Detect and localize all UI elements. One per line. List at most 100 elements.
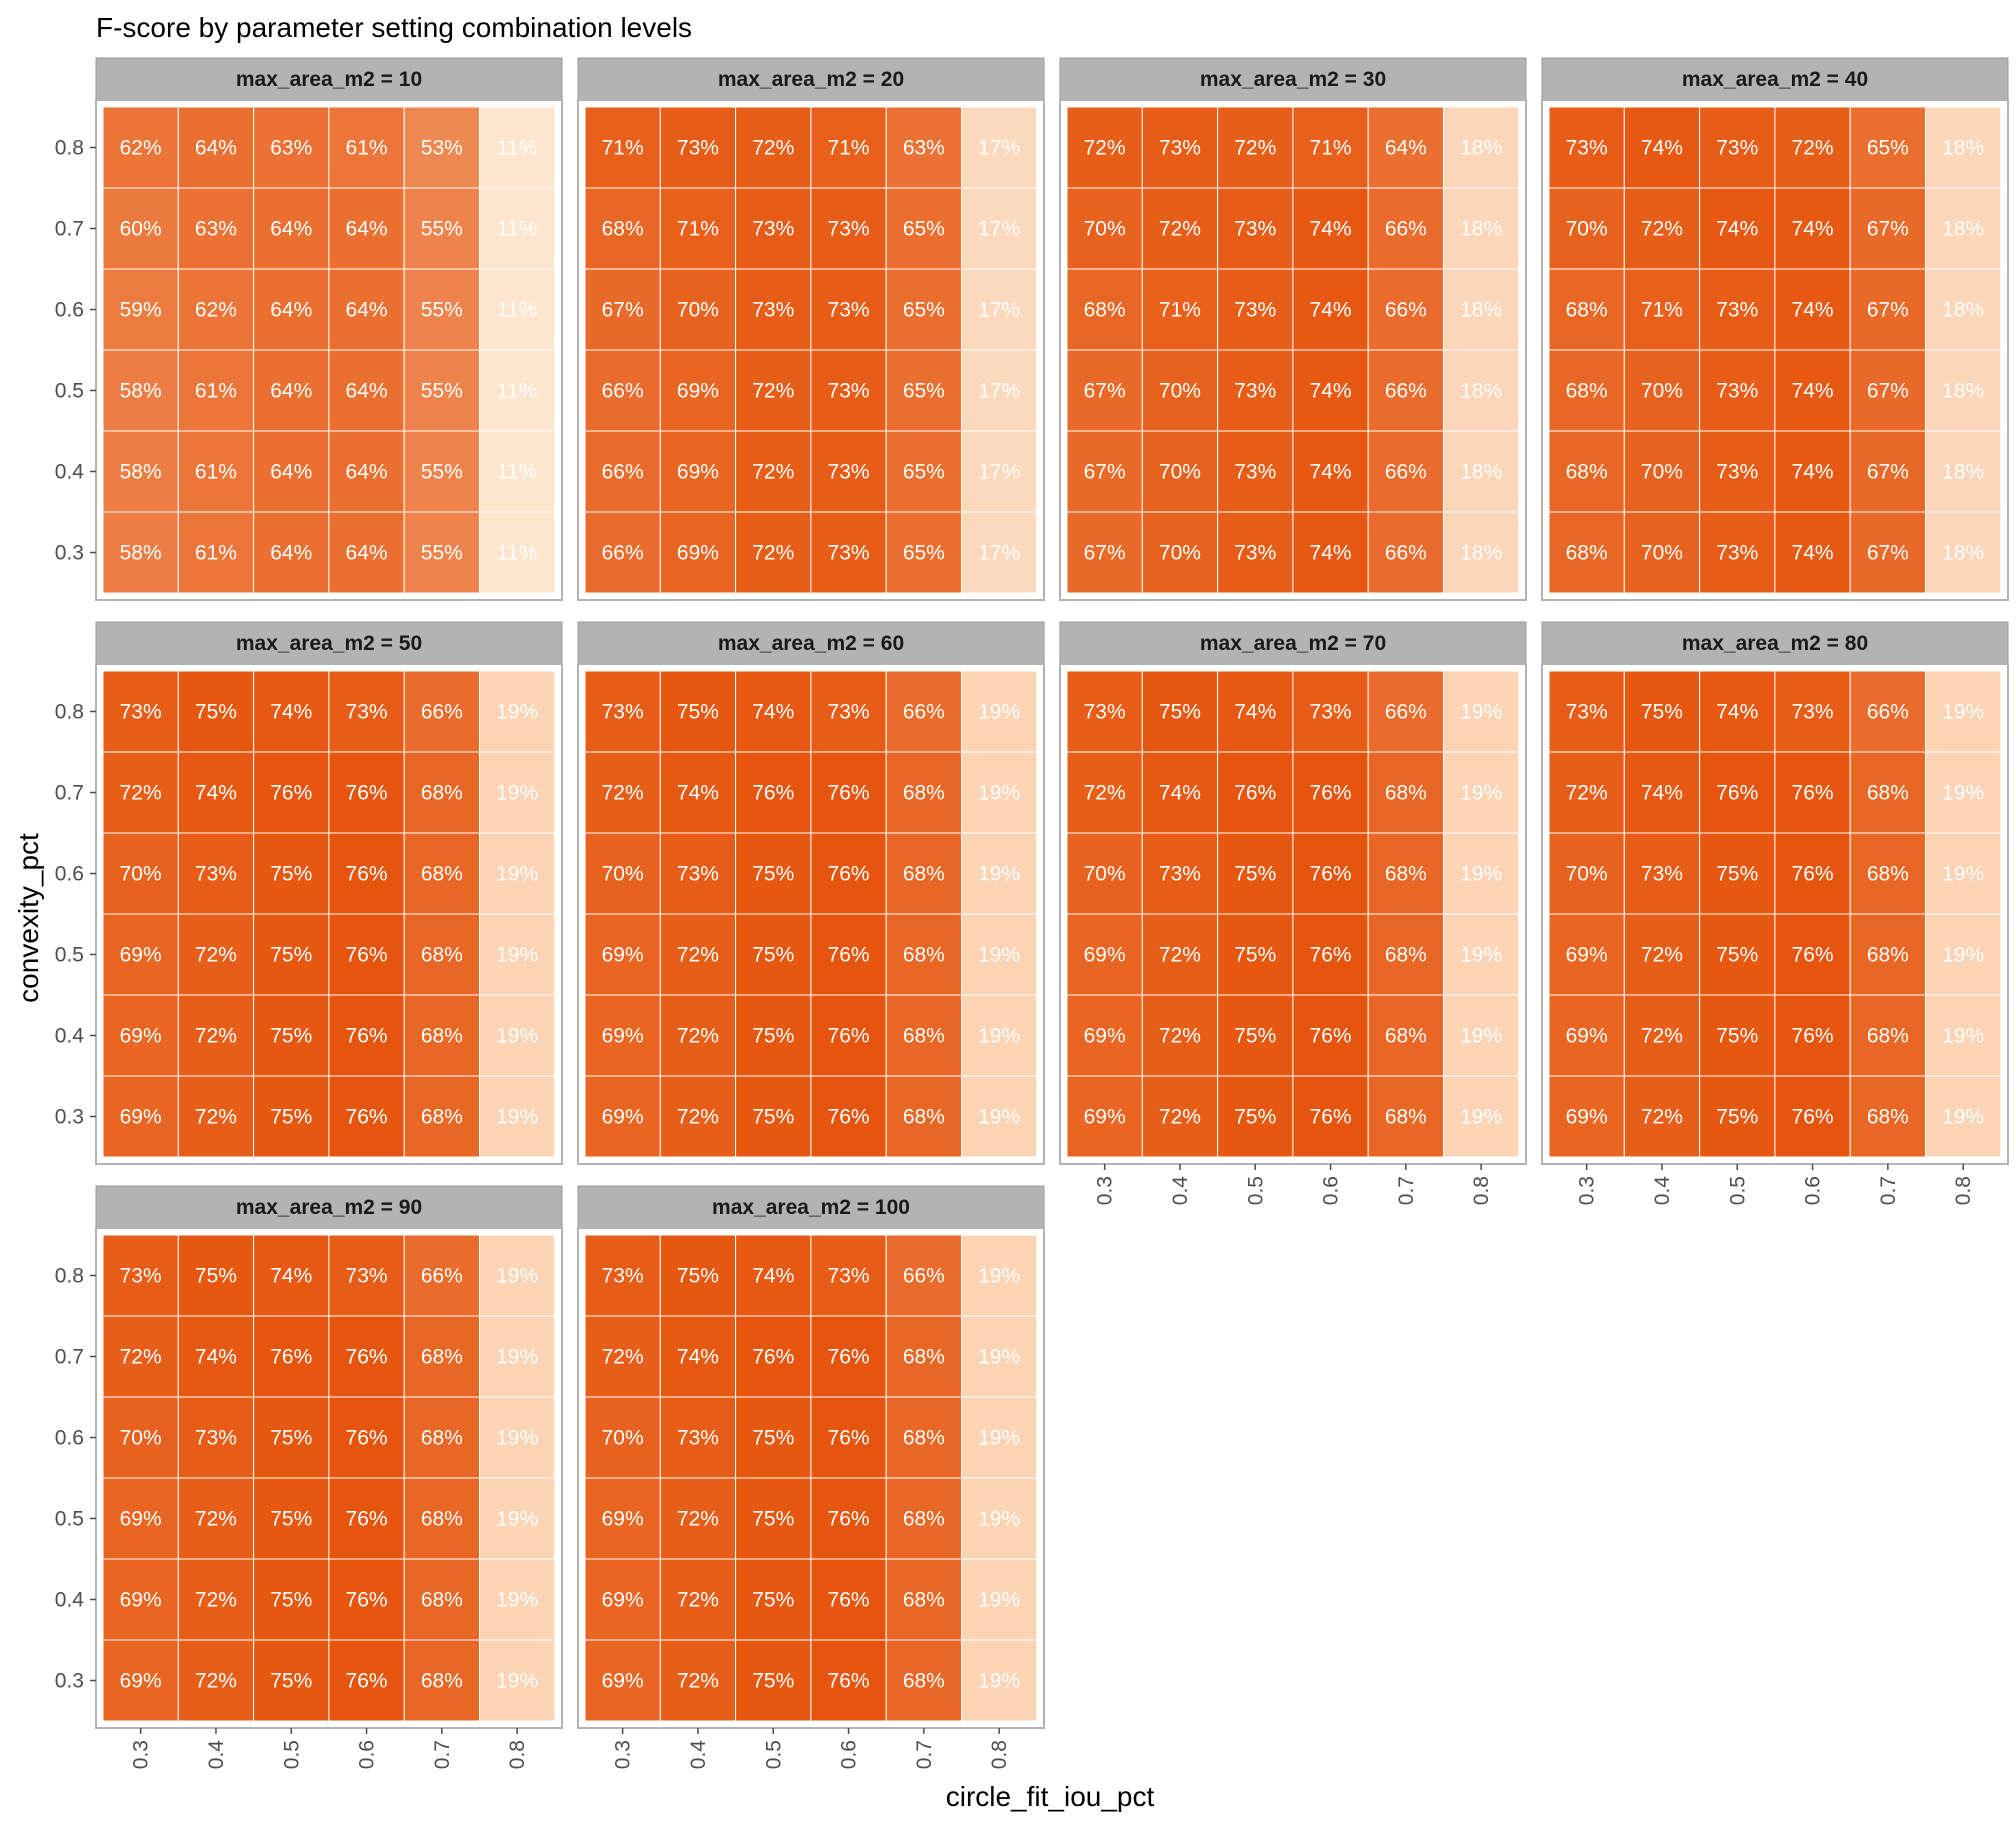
heatmap-tile [961, 1234, 1038, 1317]
heatmap-tile [1443, 349, 1520, 432]
facet-strip-label: max_area_m2 = 40 [1682, 68, 1868, 91]
heatmap-tile [253, 430, 330, 513]
tile-value-label: 76% [346, 1427, 388, 1450]
heatmap-tile [885, 1396, 963, 1479]
tile-value-label: 59% [120, 299, 162, 322]
facet-strip-label: max_area_m2 = 60 [718, 632, 904, 655]
heatmap-tile [1849, 751, 1926, 834]
tile-value-label: 19% [1942, 782, 1984, 805]
heatmap-tile [961, 751, 1038, 834]
tile-value-label: 76% [346, 863, 388, 886]
heatmap-tile [1774, 994, 1851, 1077]
tile-value-label: 18% [1460, 542, 1502, 565]
tile-value-label: 70% [1159, 380, 1201, 403]
tile-value-label: 73% [1716, 299, 1758, 322]
x-tick-label: 0.8 [506, 1740, 529, 1769]
x-tick-label: 0.6 [1320, 1176, 1343, 1205]
heatmap-tile [735, 349, 812, 432]
tile-value-label: 64% [1385, 137, 1427, 160]
tile-value-label: 58% [120, 380, 162, 403]
heatmap-tile [1548, 1075, 1625, 1158]
tile-value-label: 72% [1159, 218, 1201, 241]
tile-value-label: 72% [677, 944, 719, 967]
tile-value-label: 72% [195, 1589, 237, 1612]
tile-value-label: 62% [120, 137, 162, 160]
heatmap-tile [961, 268, 1038, 351]
tile-value-label: 73% [1716, 137, 1758, 160]
tile-value-label: 70% [120, 1427, 162, 1450]
tile-value-label: 58% [120, 542, 162, 565]
tile-value-label: 75% [195, 1265, 237, 1288]
tile-value-label: 73% [602, 1265, 644, 1288]
heatmap-tile [403, 268, 481, 351]
heatmap-tile [177, 268, 255, 351]
tile-value-label: 18% [1942, 380, 1984, 403]
x-tick-label: 0.5 [1726, 1176, 1749, 1205]
tile-value-label: 76% [1310, 944, 1352, 967]
chart-title: F-score by parameter setting combination… [96, 12, 692, 43]
heatmap-tile [1849, 268, 1926, 351]
heatmap-tile [1367, 430, 1444, 513]
tile-value-label: 69% [677, 461, 719, 484]
y-tick-label: 0.4 [55, 461, 85, 484]
heatmap-tile [1548, 268, 1625, 351]
heatmap-tile [177, 1477, 255, 1560]
heatmap-tile [1699, 187, 1776, 270]
tile-value-label: 18% [1460, 299, 1502, 322]
facet-strip [577, 1185, 1045, 1229]
heatmap-tile [810, 1396, 887, 1479]
tile-value-label: 68% [1566, 299, 1608, 322]
heatmap-tile [1217, 106, 1294, 189]
x-tick-label: 0.5 [280, 1740, 303, 1769]
heatmap-tile [659, 268, 737, 351]
tile-value-label: 72% [1641, 218, 1683, 241]
tile-value-label: 73% [677, 137, 719, 160]
heatmap-tile [1066, 913, 1143, 996]
tile-value-label: 69% [120, 1508, 162, 1531]
heatmap-tile [659, 670, 737, 753]
tile-value-label: 76% [752, 782, 794, 805]
tile-value-label: 71% [677, 218, 719, 241]
heatmap-tile [735, 1075, 812, 1158]
heatmap-tile [735, 832, 812, 915]
tile-value-label: 74% [1310, 380, 1352, 403]
tile-value-label: 75% [270, 1025, 312, 1048]
heatmap-tile [735, 1639, 812, 1722]
tile-value-label: 70% [1641, 380, 1683, 403]
tile-value-label: 68% [421, 782, 463, 805]
heatmap-tile [177, 106, 255, 189]
tile-value-label: 69% [602, 944, 644, 967]
tile-value-label: 19% [1942, 863, 1984, 886]
tile-value-label: 55% [421, 218, 463, 241]
heatmap-tile [177, 1075, 255, 1158]
heatmap-tile [659, 430, 737, 513]
heatmap-tile [1699, 106, 1776, 189]
tile-value-label: 66% [1385, 542, 1427, 565]
tile-value-label: 64% [346, 380, 388, 403]
heatmap-tile [403, 832, 481, 915]
heatmap-tile [102, 1477, 179, 1560]
y-tick-label: 0.4 [55, 1589, 85, 1612]
tile-value-label: 64% [270, 380, 312, 403]
tile-value-label: 69% [120, 1106, 162, 1129]
tile-value-label: 68% [1385, 1106, 1427, 1129]
tile-value-label: 74% [1310, 542, 1352, 565]
heatmap-tile [885, 106, 963, 189]
tile-value-label: 11% [497, 218, 537, 241]
tile-value-label: 73% [1716, 380, 1758, 403]
heatmap-tile [1217, 832, 1294, 915]
tile-value-label: 75% [1234, 1106, 1276, 1129]
tile-value-label: 61% [195, 542, 237, 565]
heatmap-tile [659, 1234, 737, 1317]
heatmap-tile [479, 751, 556, 834]
heatmap-tile [177, 511, 255, 594]
tile-value-label: 71% [602, 137, 644, 160]
heatmap-tile [584, 106, 661, 189]
heatmap-tile [1849, 670, 1926, 753]
tile-value-label: 73% [1641, 863, 1683, 886]
heatmap-tile [810, 913, 887, 996]
heatmap-tile [1292, 187, 1369, 270]
tile-value-label: 68% [421, 863, 463, 886]
tile-value-label: 18% [1942, 137, 1984, 160]
facet-strip [1059, 621, 1527, 665]
